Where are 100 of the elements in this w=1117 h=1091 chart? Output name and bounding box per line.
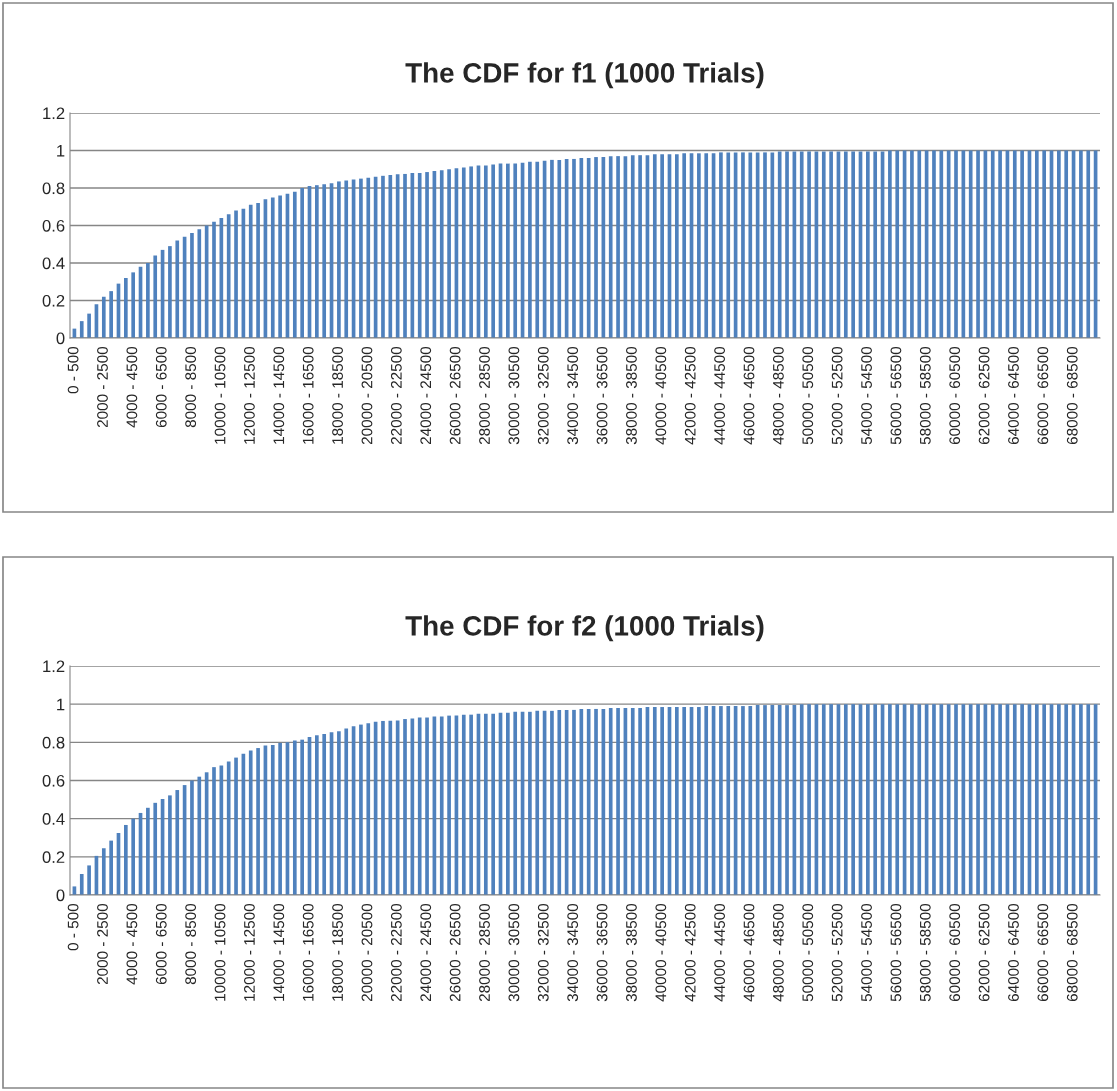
x-tick-label: 38000 - 38500	[626, 346, 637, 445]
bar	[403, 173, 407, 338]
y-tick-label: 1.2	[43, 660, 65, 673]
bar	[469, 166, 473, 338]
bar	[146, 263, 150, 338]
bar	[469, 714, 473, 895]
bar	[998, 704, 1002, 895]
bar	[1057, 704, 1061, 895]
bar	[652, 154, 657, 338]
x-tick-label: 46000 - 46500	[743, 346, 755, 445]
bar	[528, 711, 532, 895]
x-tick-label: 54000 - 54500	[861, 903, 872, 1002]
x-tick-label: 12000 - 12500	[244, 346, 255, 444]
bar	[843, 704, 848, 895]
bar	[866, 151, 870, 338]
bar	[579, 158, 584, 338]
bar	[190, 233, 194, 338]
bar	[1079, 150, 1083, 338]
bar	[932, 704, 936, 895]
bar	[131, 272, 136, 338]
x-tick-label: 42000 - 42500	[684, 903, 696, 1002]
bar	[278, 742, 282, 895]
bar	[175, 240, 180, 338]
bar	[807, 704, 811, 895]
bar	[226, 214, 231, 338]
x-tick-label: 68000 - 68500	[1066, 346, 1078, 445]
bar	[594, 157, 598, 338]
y-tick-label: 0.2	[42, 294, 65, 307]
bar	[124, 278, 128, 338]
bar	[968, 150, 973, 338]
bar	[954, 150, 958, 338]
x-tick-label: 52000 - 52500	[831, 346, 843, 445]
bar	[704, 153, 709, 338]
bar	[381, 720, 385, 895]
bar	[248, 750, 253, 895]
bar	[741, 152, 745, 338]
bar	[344, 728, 349, 895]
bar	[447, 169, 451, 338]
bar	[87, 865, 91, 895]
x-tick-label: 24000 - 24500	[420, 346, 432, 445]
bar	[153, 255, 158, 338]
x-tick-label: 30000 - 30500	[508, 903, 520, 1002]
bar	[175, 790, 180, 895]
bar	[535, 161, 540, 338]
y-tick-label: 0.2	[42, 851, 65, 864]
bar	[910, 150, 914, 338]
bar	[990, 150, 995, 338]
bar	[799, 151, 804, 338]
bar	[586, 158, 591, 338]
bar	[234, 210, 238, 338]
x-tick-label: 20000 - 20500	[361, 346, 373, 445]
bar	[873, 151, 878, 338]
bar	[572, 709, 576, 895]
bar	[719, 706, 723, 895]
bar	[1086, 704, 1091, 895]
x-tick-label: 28000 - 28500	[479, 903, 490, 1002]
bar	[101, 296, 106, 338]
bar	[535, 710, 540, 895]
bar	[843, 151, 848, 338]
bar	[506, 712, 510, 895]
bar	[425, 717, 429, 895]
bar	[506, 163, 510, 338]
bar	[594, 708, 598, 895]
bar	[300, 188, 304, 338]
bar	[124, 824, 128, 895]
bar	[359, 178, 363, 338]
bar	[976, 150, 980, 338]
bar	[153, 802, 158, 895]
bar	[270, 197, 275, 338]
x-tick-label: 32000 - 32500	[537, 903, 549, 1002]
bar	[1012, 704, 1017, 895]
bar	[586, 708, 591, 895]
x-tick-label: 8000 - 8500	[185, 903, 197, 985]
bar	[491, 713, 495, 895]
bar	[719, 152, 723, 338]
bar	[675, 154, 679, 338]
bar	[491, 164, 495, 338]
bar	[777, 705, 782, 895]
x-tick-label: 60000 - 60500	[949, 903, 961, 1002]
bar	[87, 313, 91, 338]
bar	[748, 706, 753, 895]
bar	[417, 717, 422, 895]
x-tick-label: 0 - 500	[67, 903, 79, 951]
x-tick-label: 50000 - 50500	[802, 903, 814, 1002]
bar	[315, 185, 319, 338]
bar	[337, 731, 341, 895]
bar	[608, 707, 613, 895]
bar	[388, 174, 393, 338]
bar	[741, 706, 745, 895]
bar	[1012, 150, 1017, 338]
x-tick-label: 24000 - 24500	[420, 903, 432, 1002]
x-tick-label: 48000 - 48500	[772, 346, 784, 445]
bar	[652, 707, 657, 895]
bar	[697, 707, 701, 895]
bar	[513, 163, 518, 338]
x-tick-label: 54000 - 54500	[861, 346, 872, 445]
bar	[579, 708, 584, 895]
y-tick-label: 0.8	[42, 182, 65, 195]
x-tick-label: 64000 - 64500	[1008, 903, 1019, 1002]
x-tick-label: 36000 - 36500	[596, 903, 608, 1002]
